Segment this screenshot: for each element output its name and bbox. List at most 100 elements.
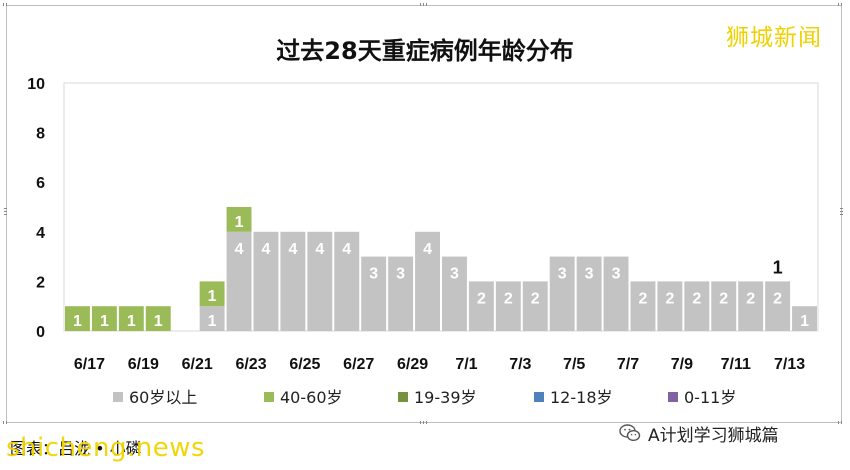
bar-data-label: 4 bbox=[288, 241, 297, 258]
chart-credit: 图表：吕泷 • 小磷 bbox=[10, 439, 142, 458]
bar-data-label: 1 bbox=[100, 313, 109, 330]
bar-data-label: 4 bbox=[235, 241, 244, 258]
bar-data-label: 2 bbox=[719, 290, 728, 307]
bar-data-label: 4 bbox=[315, 241, 324, 258]
y-tick-label: 8 bbox=[36, 126, 45, 143]
bar-segment bbox=[765, 281, 791, 331]
resize-handle-left[interactable] bbox=[4, 208, 7, 216]
wechat-icon bbox=[619, 424, 641, 442]
legend-label: 0-11岁 bbox=[684, 388, 736, 407]
legend-label: 12-18岁 bbox=[550, 388, 613, 407]
bar-segment bbox=[280, 231, 306, 331]
bar-data-label: 4 bbox=[342, 241, 351, 258]
legend-swatch bbox=[668, 392, 678, 402]
y-tick-label: 10 bbox=[27, 76, 45, 93]
bar-data-label: 3 bbox=[558, 266, 567, 283]
bar-data-label: 4 bbox=[423, 241, 432, 258]
bar-segment bbox=[253, 231, 279, 331]
bar-segment bbox=[226, 207, 252, 232]
legend-label: 60岁以上 bbox=[129, 388, 197, 407]
bar-segment bbox=[307, 231, 333, 331]
y-tick-label: 2 bbox=[36, 274, 45, 291]
resize-handle-bottom-left[interactable] bbox=[3, 421, 8, 424]
legend-swatch bbox=[113, 392, 123, 402]
bar-segment bbox=[65, 306, 90, 331]
y-tick-label: 4 bbox=[36, 225, 45, 242]
x-tick-label: 6/29 bbox=[397, 356, 428, 373]
bar-segment bbox=[361, 256, 387, 331]
bar-data-label: 2 bbox=[531, 290, 540, 307]
x-tick-label: 6/25 bbox=[289, 356, 320, 373]
bar-segment bbox=[738, 281, 764, 331]
y-tick-label: 6 bbox=[36, 175, 45, 192]
bar-segment bbox=[576, 256, 602, 331]
chart-frame bbox=[6, 5, 842, 423]
legend-label: 19-39岁 bbox=[414, 388, 477, 407]
resize-handle-bottom-right[interactable] bbox=[838, 421, 843, 424]
bar-data-label: 1 bbox=[127, 313, 136, 330]
x-tick-label: 6/19 bbox=[128, 356, 159, 373]
bar-segment bbox=[630, 281, 656, 331]
bar-segment bbox=[603, 256, 629, 331]
bar-segment bbox=[468, 281, 494, 331]
legend-swatch bbox=[534, 392, 544, 402]
x-tick-label: 7/9 bbox=[671, 356, 693, 373]
legend-swatch bbox=[398, 392, 408, 402]
bar-segment bbox=[549, 256, 575, 331]
x-tick-label: 7/11 bbox=[721, 356, 751, 373]
x-tick-label: 7/3 bbox=[509, 356, 531, 373]
bar-data-label: 3 bbox=[585, 266, 594, 283]
bar-data-label: 2 bbox=[477, 290, 486, 307]
bar-segment bbox=[145, 306, 171, 331]
bar-segment bbox=[442, 256, 467, 331]
bar-data-label: 1 bbox=[154, 313, 163, 330]
bar-data-label: 2 bbox=[639, 290, 648, 307]
resize-handle-top-right[interactable] bbox=[838, 3, 843, 6]
resize-handle-top-left[interactable] bbox=[3, 3, 8, 6]
bar-segment bbox=[657, 281, 683, 331]
x-tick-label: 6/23 bbox=[235, 356, 266, 373]
bar-segment bbox=[415, 231, 440, 331]
bar-data-label: 2 bbox=[773, 290, 782, 307]
chart-title: 过去28天重症病例年龄分布 bbox=[276, 37, 574, 65]
y-tick-label: 0 bbox=[36, 324, 45, 341]
x-tick-label: 6/21 bbox=[182, 356, 213, 373]
bar-data-label: 1 bbox=[73, 313, 82, 330]
watermark-logo: 狮城新闻 bbox=[726, 25, 822, 51]
bar-segment bbox=[118, 306, 144, 331]
bar-segment bbox=[792, 306, 817, 331]
wechat-account[interactable]: A计划学习狮城篇 bbox=[618, 421, 779, 446]
x-tick-label: 7/13 bbox=[774, 356, 805, 373]
bar-segment bbox=[199, 306, 225, 331]
x-tick-label: 6/17 bbox=[74, 356, 105, 373]
bar-data-label: 1 bbox=[235, 214, 244, 231]
bar-data-label: 4 bbox=[262, 241, 271, 258]
resize-handle-bottom[interactable] bbox=[420, 421, 428, 424]
bar-segment bbox=[199, 281, 225, 307]
x-tick-label: 7/5 bbox=[563, 356, 585, 373]
bar-data-label: 3 bbox=[369, 266, 378, 283]
bar-data-label: 1 bbox=[208, 288, 217, 305]
x-tick-label: 7/1 bbox=[455, 356, 477, 373]
resize-handle-top[interactable] bbox=[420, 3, 428, 6]
bar-data-label: 3 bbox=[612, 266, 621, 283]
bar-data-label: 1 bbox=[208, 313, 217, 330]
bar-data-label: 2 bbox=[665, 290, 674, 307]
bar-data-label: 3 bbox=[396, 266, 405, 283]
bar-data-label: 2 bbox=[504, 290, 513, 307]
legend-label: 40-60岁 bbox=[280, 388, 343, 407]
bar-data-label: 2 bbox=[692, 290, 701, 307]
bar-segment bbox=[711, 281, 737, 331]
resize-handle-right[interactable] bbox=[840, 208, 843, 216]
x-tick-label: 7/7 bbox=[617, 356, 639, 373]
legend-swatch bbox=[264, 392, 274, 402]
bar-data-label: 2 bbox=[746, 290, 755, 307]
bar-segment bbox=[91, 306, 117, 331]
bar-data-label: 1 bbox=[800, 313, 809, 330]
bar-segment bbox=[388, 256, 414, 331]
bar-data-label: 3 bbox=[450, 266, 459, 283]
annotation-label: 1 bbox=[773, 257, 783, 277]
site-watermark: shicheng.news bbox=[6, 433, 206, 463]
wechat-account-label: A计划学习狮城篇 bbox=[648, 425, 779, 446]
